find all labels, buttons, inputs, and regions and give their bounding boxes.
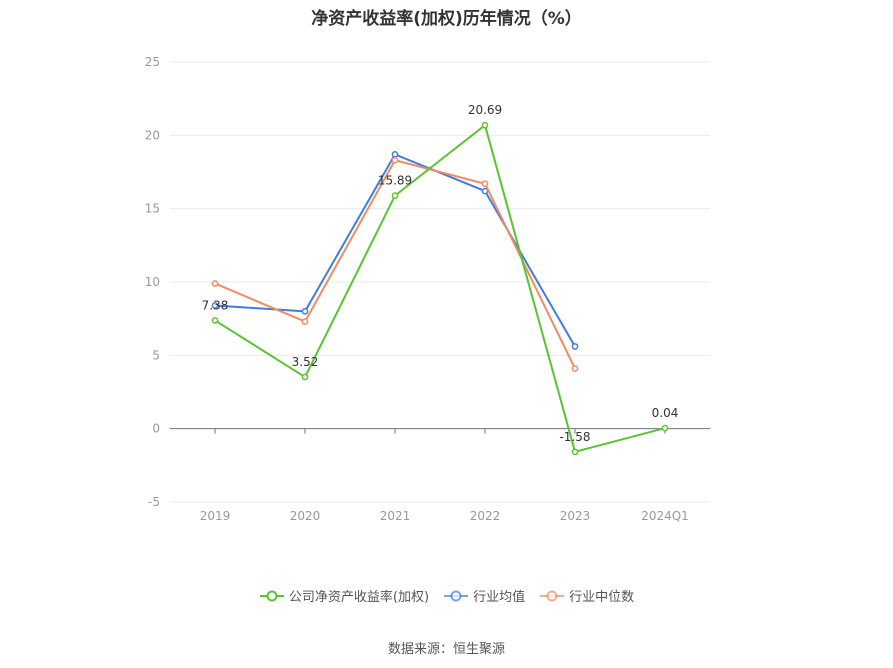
legend: 公司净资产收益率(加权) 行业均值 行业中位数 [0,586,893,605]
data-point [211,280,219,287]
data-label: 15.89 [378,174,412,188]
legend-swatch-marker [266,590,278,601]
axis-layer: -5 0 5 10 15 20 25 2019 2020 2021 2022 2023 2024Q1 [145,55,710,523]
x-tick-label: 2020 [290,509,321,523]
data-point [301,373,309,381]
series-layer [211,121,669,456]
data-point [481,180,489,188]
data-point [481,121,489,129]
data-point [301,318,309,325]
data-label: 3.52 [292,355,319,369]
label-layer: 7.38 3.52 15.89 20.69 -1.58 0.04 [202,103,679,444]
y-tick-label: 20 [145,128,160,142]
y-tick-label: 0 [152,422,160,436]
legend-swatch-icon [540,590,565,601]
chart-title: 净资产收益率(加权)历年情况（%） [311,9,582,29]
data-label: 7.38 [202,298,229,312]
legend-label: 行业均值 [473,590,526,605]
data-point [301,307,309,315]
y-tick-label: 5 [152,348,160,362]
x-tick-label: 2023 [560,509,591,523]
y-tick-label: 15 [145,202,160,216]
data-label: 0.04 [652,406,679,420]
x-tick-label: 2019 [200,509,231,523]
data-point [211,317,219,324]
legend-item[interactable]: 行业中位数 [539,586,634,605]
data-point [391,192,399,199]
y-tick-label: 10 [145,275,160,289]
legend-swatch-icon [444,590,469,601]
series-line-2 [214,159,576,369]
data-source-note: 数据来源：恒生聚源 [387,642,505,657]
data-point [391,151,399,158]
series-line-0 [214,124,666,453]
data-point [391,156,399,164]
x-tick-label: 2021 [380,509,411,523]
data-point [661,424,669,432]
data-point [211,302,219,309]
data-point [571,448,579,456]
legend-label: 行业中位数 [569,590,635,605]
data-point [571,343,579,350]
grid-layer [170,61,710,503]
legend-item[interactable]: 行业均值 [443,586,525,605]
data-point [571,365,579,372]
y-tick-label: 25 [145,55,160,69]
x-tick-label: 2022 [470,509,501,523]
legend-item[interactable]: 公司净资产收益率(加权) [259,586,429,605]
data-label: 20.69 [468,103,502,117]
legend-swatch-marker [546,590,558,601]
legend-label: 公司净资产收益率(加权) [288,590,430,605]
legend-swatch-marker [450,590,462,601]
legend-swatch-icon [259,590,284,601]
data-label: -1.58 [559,430,590,444]
y-tick-label: -5 [148,495,160,509]
x-tick-label: 2024Q1 [641,509,689,523]
